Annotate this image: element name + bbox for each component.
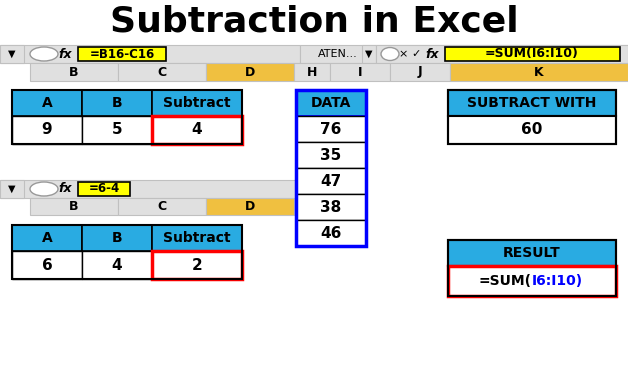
- Text: 5: 5: [112, 122, 122, 138]
- Bar: [296, 90, 366, 116]
- Bar: [448, 266, 616, 296]
- Text: 9: 9: [41, 122, 52, 138]
- Bar: [12, 116, 82, 144]
- Bar: [12, 225, 82, 251]
- Bar: [30, 63, 118, 81]
- Text: 35: 35: [320, 148, 342, 162]
- Bar: [152, 90, 242, 116]
- Bar: [78, 47, 166, 61]
- Text: 76: 76: [320, 121, 342, 137]
- Bar: [445, 47, 620, 61]
- Bar: [82, 225, 152, 251]
- Text: DATA: DATA: [311, 96, 351, 110]
- Text: ×: ×: [398, 49, 408, 59]
- Bar: [448, 116, 616, 144]
- Bar: [152, 225, 242, 251]
- Bar: [448, 90, 616, 144]
- Text: Subtraction in Excel: Subtraction in Excel: [110, 5, 518, 39]
- Text: =6-4: =6-4: [89, 182, 119, 195]
- Bar: [152, 251, 242, 279]
- Bar: [296, 194, 366, 220]
- Text: =SUM(: =SUM(: [479, 274, 532, 288]
- Text: 47: 47: [320, 174, 342, 188]
- Bar: [296, 220, 366, 246]
- Text: 38: 38: [320, 199, 342, 215]
- Text: B: B: [112, 96, 122, 110]
- Bar: [450, 63, 628, 81]
- Text: 2: 2: [192, 258, 202, 272]
- Bar: [390, 63, 450, 81]
- Ellipse shape: [30, 47, 58, 61]
- Text: H: H: [307, 65, 317, 78]
- Text: 60: 60: [521, 122, 543, 138]
- Bar: [82, 116, 152, 144]
- Bar: [78, 182, 130, 196]
- Bar: [300, 45, 628, 63]
- Bar: [12, 251, 82, 279]
- Text: 6: 6: [41, 258, 52, 272]
- Bar: [118, 63, 206, 81]
- Bar: [12, 90, 82, 116]
- Bar: [82, 90, 152, 116]
- Bar: [296, 90, 366, 246]
- Bar: [206, 63, 294, 81]
- Text: J: J: [418, 65, 422, 78]
- Text: RESULT: RESULT: [503, 246, 561, 260]
- Text: B: B: [69, 65, 78, 78]
- Text: SUBTRACT WITH: SUBTRACT WITH: [467, 96, 597, 110]
- Text: A: A: [41, 231, 52, 245]
- Text: I: I: [358, 65, 362, 78]
- Text: C: C: [158, 65, 166, 78]
- Bar: [0, 180, 24, 198]
- Text: D: D: [245, 65, 255, 78]
- Text: fx: fx: [425, 47, 439, 61]
- Text: D: D: [245, 200, 255, 213]
- Text: C: C: [158, 200, 166, 213]
- Ellipse shape: [381, 47, 399, 61]
- Text: A: A: [41, 96, 52, 110]
- Bar: [82, 251, 152, 279]
- Bar: [362, 45, 376, 63]
- Text: ✓: ✓: [411, 49, 421, 59]
- Text: fx: fx: [58, 182, 72, 195]
- Text: fx: fx: [58, 47, 72, 61]
- Text: 4: 4: [112, 258, 122, 272]
- Bar: [376, 45, 628, 63]
- Text: 4: 4: [192, 122, 202, 138]
- Bar: [152, 116, 242, 144]
- Text: ATEN...: ATEN...: [318, 49, 358, 59]
- Text: K: K: [534, 65, 544, 78]
- Text: =B16-C16: =B16-C16: [89, 47, 154, 61]
- Bar: [330, 63, 390, 81]
- Bar: [296, 142, 366, 168]
- Text: ▼: ▼: [8, 49, 16, 59]
- Text: B: B: [69, 200, 78, 213]
- Bar: [448, 90, 616, 116]
- Bar: [0, 180, 300, 198]
- Text: I6:I10): I6:I10): [532, 274, 583, 288]
- Text: ▼: ▼: [365, 49, 373, 59]
- Bar: [118, 198, 206, 215]
- Bar: [448, 240, 616, 296]
- Text: B: B: [112, 231, 122, 245]
- Bar: [448, 240, 616, 266]
- Bar: [206, 198, 294, 215]
- Text: 46: 46: [320, 225, 342, 240]
- Bar: [296, 116, 366, 142]
- Ellipse shape: [30, 182, 58, 196]
- Text: =SUM(I6:I10): =SUM(I6:I10): [485, 47, 579, 61]
- Text: Subtract: Subtract: [163, 231, 231, 245]
- Bar: [0, 45, 300, 63]
- Bar: [30, 198, 118, 215]
- Text: ▼: ▼: [8, 184, 16, 194]
- Bar: [12, 225, 242, 279]
- Bar: [294, 63, 330, 81]
- Bar: [12, 90, 242, 144]
- Text: Subtract: Subtract: [163, 96, 231, 110]
- Bar: [296, 168, 366, 194]
- Bar: [0, 45, 24, 63]
